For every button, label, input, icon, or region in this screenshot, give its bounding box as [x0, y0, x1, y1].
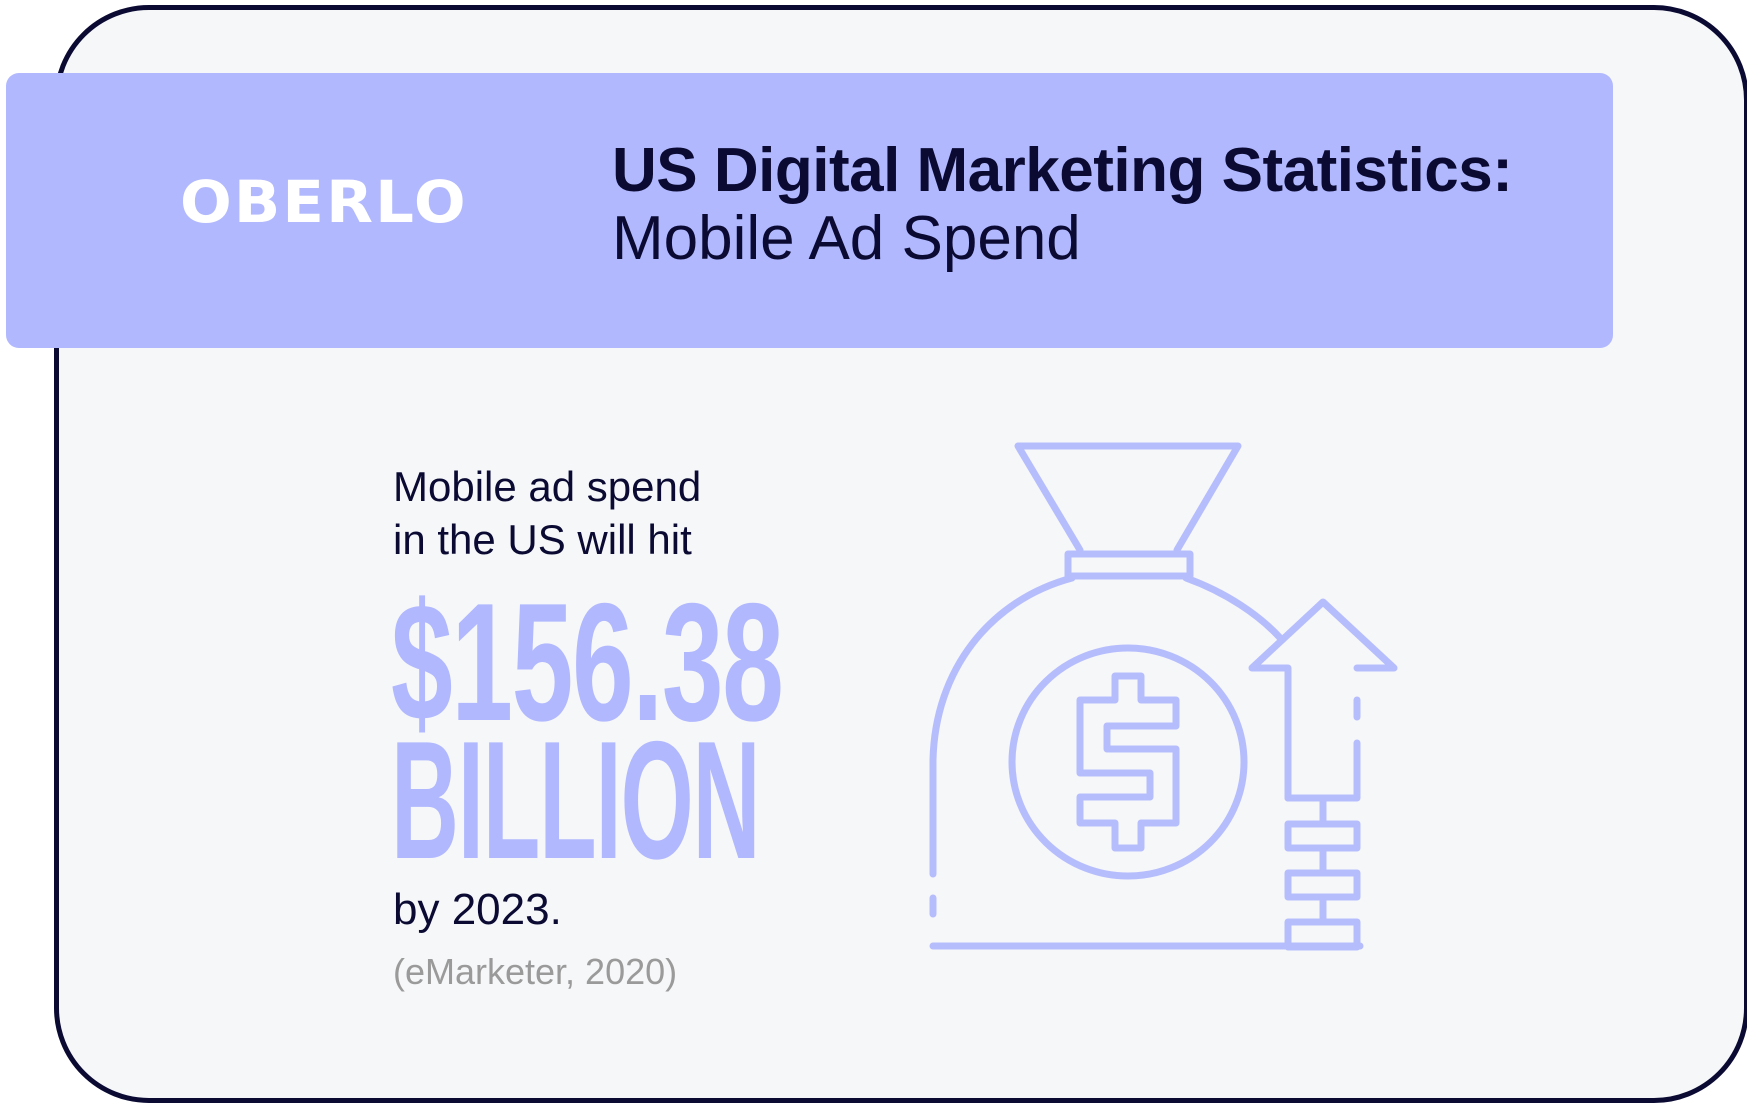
- oberlo-logo: OBERLO: [180, 168, 468, 236]
- bag-tie-band: [1064, 550, 1194, 580]
- stat-intro-line2: in the US will hit: [393, 516, 692, 563]
- stat-intro: Mobile ad spend in the US will hit: [393, 460, 701, 566]
- stack-block-3: [1284, 918, 1361, 951]
- stat-source: (eMarketer, 2020): [393, 951, 678, 992]
- page-subtitle: Mobile Ad Spend: [612, 204, 1081, 273]
- page-title: US Digital Marketing Statistics:: [612, 136, 1513, 205]
- stat-value: $156.38: [391, 568, 784, 756]
- stack-block-1: [1284, 820, 1361, 852]
- dollar-sign-icon: [1076, 672, 1180, 852]
- coin-circle: [1008, 644, 1248, 880]
- bag-body-right: [1182, 574, 1286, 644]
- header-band: [6, 73, 1613, 348]
- arrow-shaft-right: [1284, 739, 1361, 802]
- stack-block-2: [1284, 869, 1361, 901]
- stat-intro-line1: Mobile ad spend: [393, 463, 702, 510]
- bag-body-left: [929, 574, 1076, 878]
- arrow-outline: [1248, 598, 1398, 802]
- money-bag-icon: [929, 442, 1364, 950]
- stat-outro: by 2023.: [393, 885, 562, 934]
- bag-top-funnel: [1014, 442, 1242, 554]
- up-arrow-icon: [1248, 598, 1398, 951]
- stat-unit: BILLION: [391, 706, 761, 894]
